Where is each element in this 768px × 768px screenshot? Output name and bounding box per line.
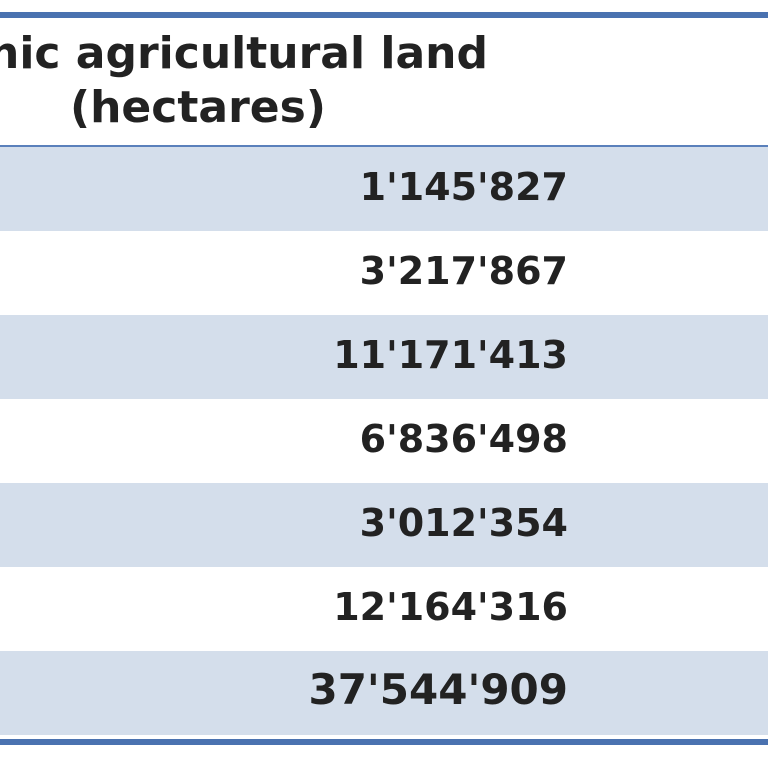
- table-row: 3'217'867: [0, 231, 768, 315]
- table-row: 12'164'316: [0, 567, 768, 651]
- table-top-rule: [0, 12, 768, 18]
- header-title-line-2: (hectares): [70, 82, 326, 133]
- table-row: 1'145'827: [0, 147, 768, 231]
- table-total-row: 37'544'909: [0, 651, 768, 735]
- table-row: 6'836'498: [0, 399, 768, 483]
- table-bottom-rule: [0, 739, 768, 745]
- hectares-cell: 12'164'316: [333, 585, 568, 629]
- table-header: anic agricultural land (hectares): [0, 22, 768, 142]
- hectares-cell: 3'012'354: [359, 501, 568, 545]
- table-body: 1'145'827 3'217'867 11'171'413 6'836'498…: [0, 147, 768, 735]
- header-title-line-1: anic agricultural land: [0, 28, 488, 79]
- table-row: 11'171'413: [0, 315, 768, 399]
- total-hectares-cell: 37'544'909: [308, 665, 568, 714]
- hectares-cell: 6'836'498: [359, 417, 568, 461]
- hectares-cell: 3'217'867: [359, 249, 568, 293]
- hectares-cell: 11'171'413: [333, 333, 568, 377]
- table-row: 3'012'354: [0, 483, 768, 567]
- hectares-cell: 1'145'827: [359, 165, 568, 209]
- header-divider-rule: [0, 145, 768, 147]
